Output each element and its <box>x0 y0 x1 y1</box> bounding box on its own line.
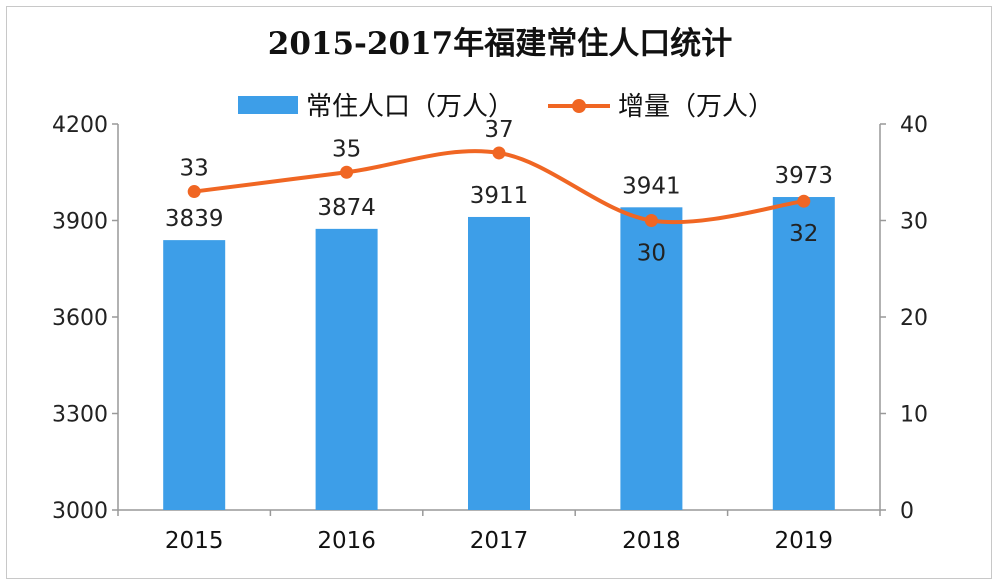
y-right-tick-label: 40 <box>900 113 928 138</box>
y-left-tick-label: 3600 <box>52 306 108 331</box>
x-tick-label: 2017 <box>470 528 529 554</box>
y-right-tick-label: 20 <box>900 306 928 331</box>
bar <box>468 216 530 510</box>
line-point <box>340 165 354 179</box>
line-data-label: 37 <box>484 117 513 143</box>
line-data-label: 30 <box>637 241 666 267</box>
bar <box>315 228 378 510</box>
bar <box>772 197 835 511</box>
y-left-tick-label: 4200 <box>52 113 108 138</box>
bar <box>620 207 683 511</box>
bar-data-label: 3839 <box>165 206 224 232</box>
legend: 常住人口（万人） 增量（万人） <box>0 86 1000 123</box>
line-point <box>492 146 506 160</box>
bar <box>163 240 226 510</box>
y-left-tick-label: 3300 <box>52 403 108 428</box>
bar-data-label: 3973 <box>775 163 834 189</box>
bar-data-label: 3941 <box>622 173 681 199</box>
chart-title: 2015-2017年福建常住人口统计 <box>267 26 733 62</box>
y-right-tick-label: 30 <box>900 210 928 235</box>
legend-bar-swatch <box>238 95 298 114</box>
line-data-label: 33 <box>180 156 209 182</box>
y-left-tick-label: 3000 <box>52 499 108 524</box>
legend-line-swatch <box>548 95 610 115</box>
x-tick-label: 2018 <box>622 528 681 554</box>
legend-item-population: 常住人口（万人） <box>238 86 514 123</box>
legend-label-population: 常住人口（万人） <box>306 92 515 122</box>
line-data-label: 32 <box>789 221 818 247</box>
legend-label-increase: 增量（万人） <box>618 92 775 122</box>
line-point <box>797 194 811 208</box>
line-data-label: 35 <box>332 136 361 162</box>
line-point <box>644 214 658 227</box>
x-tick-label: 2016 <box>317 528 376 554</box>
y-left-tick-label: 3900 <box>52 210 108 235</box>
line-point <box>187 185 201 199</box>
x-tick-label: 2015 <box>165 528 224 554</box>
x-tick-label: 2019 <box>775 528 834 554</box>
y-right-tick-label: 0 <box>900 499 914 524</box>
y-right-tick-label: 10 <box>900 403 928 428</box>
bar-data-label: 3874 <box>317 195 376 221</box>
legend-item-increase: 增量（万人） <box>548 86 774 123</box>
bar-data-label: 3911 <box>470 183 529 209</box>
